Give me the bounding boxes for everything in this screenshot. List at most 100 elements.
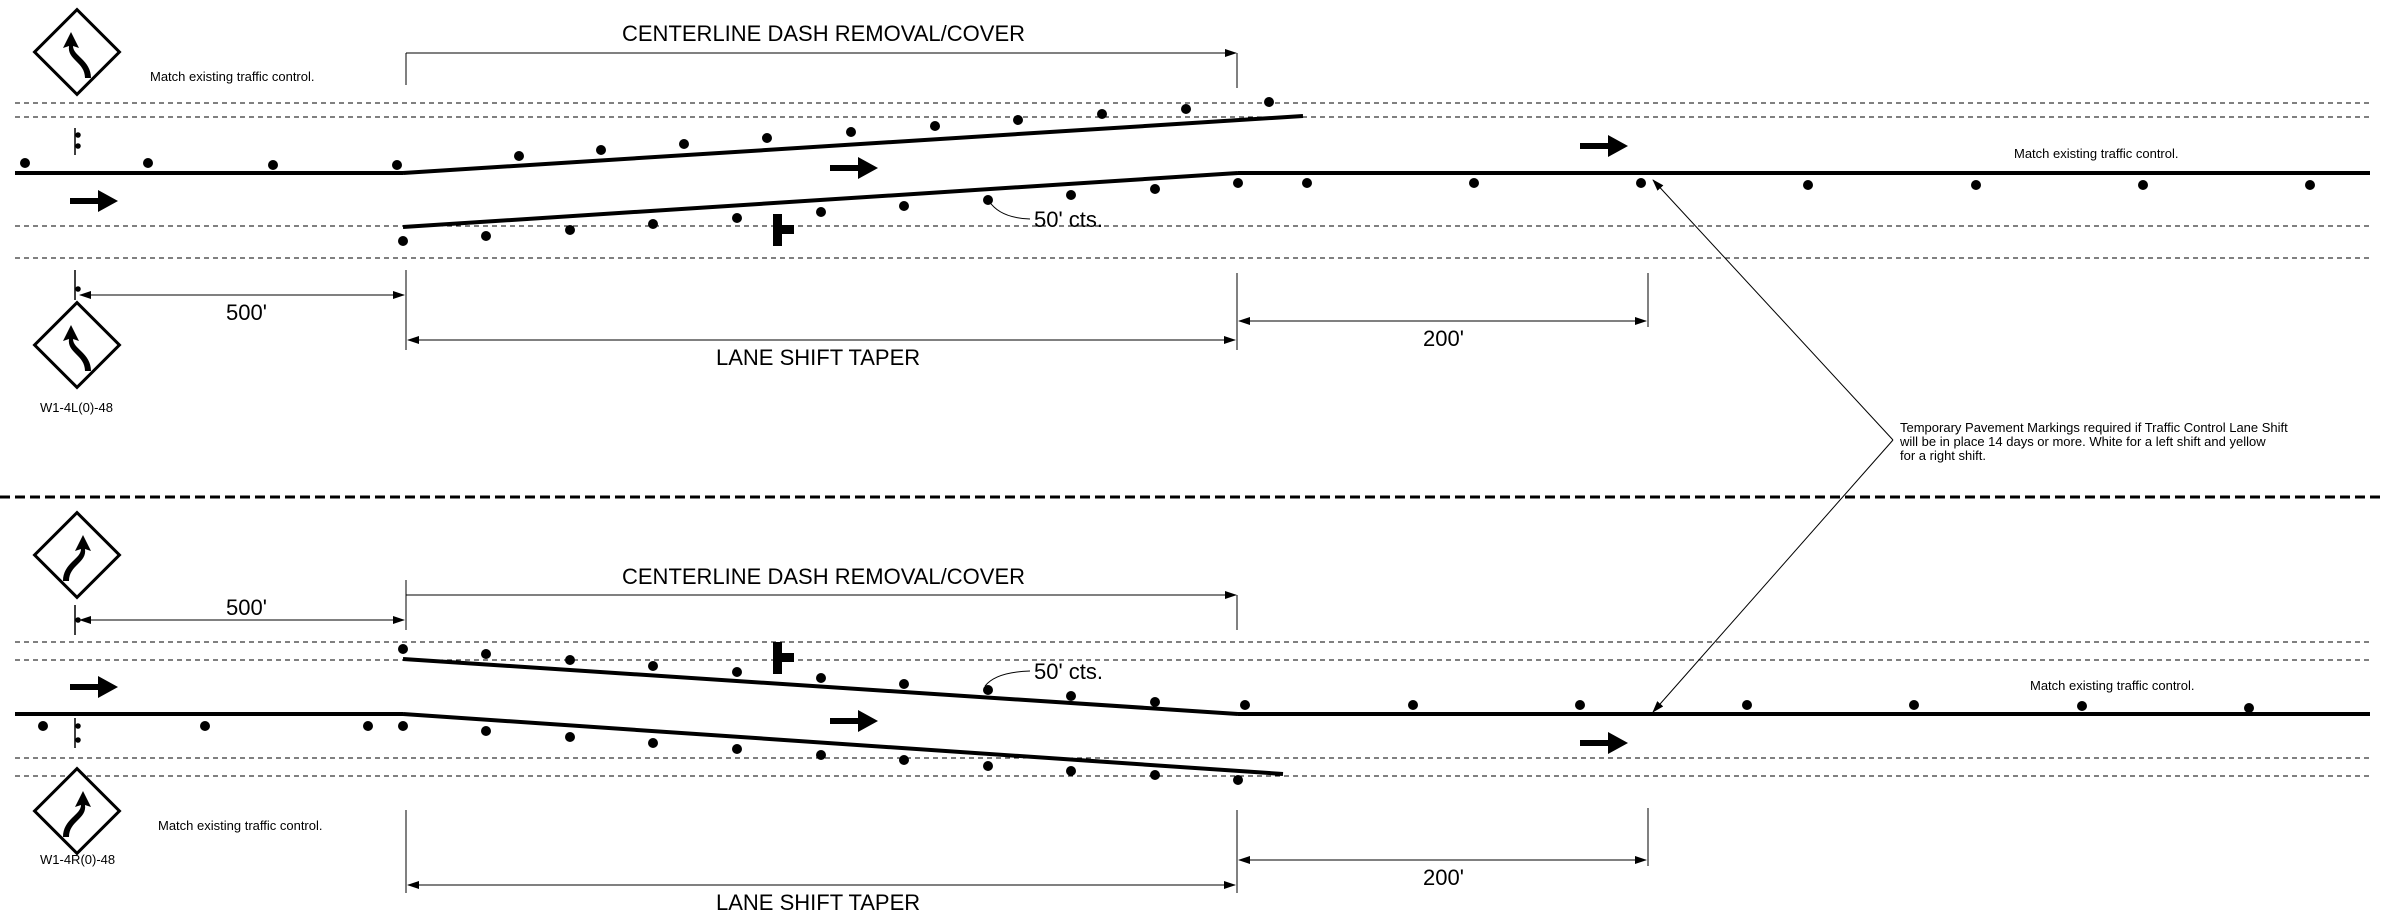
traffic-arrow-icon bbox=[70, 676, 118, 698]
drum bbox=[648, 661, 658, 671]
drum bbox=[1469, 178, 1479, 188]
drum bbox=[481, 231, 491, 241]
drum bbox=[1803, 180, 1813, 190]
drum bbox=[732, 213, 742, 223]
drum bbox=[899, 755, 909, 765]
drum bbox=[1097, 109, 1107, 119]
drum bbox=[2138, 180, 2148, 190]
note-leader bbox=[1652, 439, 1894, 713]
traffic-arrow-icon bbox=[1580, 732, 1628, 754]
drum bbox=[2244, 703, 2254, 713]
temp-note-line: will be in place 14 days or more. White … bbox=[1899, 434, 2266, 449]
drum bbox=[1636, 178, 1646, 188]
drum bbox=[1013, 115, 1023, 125]
bottom-diagram: CENTERLINE DASH REMOVAL/COVER Match exis… bbox=[15, 510, 2370, 915]
drum bbox=[816, 750, 826, 760]
drum bbox=[398, 721, 408, 731]
traffic-arrow-icon bbox=[70, 190, 118, 212]
spacing-leader bbox=[984, 670, 1031, 687]
spacing-leader bbox=[988, 200, 1031, 220]
drum bbox=[392, 160, 402, 170]
temp-note-line: for a right shift. bbox=[1900, 448, 1986, 463]
drum bbox=[398, 644, 408, 654]
note-leader bbox=[1652, 179, 1894, 441]
drum bbox=[565, 732, 575, 742]
drum bbox=[1150, 770, 1160, 780]
drum bbox=[1302, 178, 1312, 188]
drum bbox=[200, 721, 210, 731]
drum bbox=[2077, 701, 2087, 711]
drum bbox=[398, 236, 408, 246]
temp-marking-note: Temporary Pavement Markings required if … bbox=[1652, 179, 2288, 713]
drum bbox=[1742, 700, 1752, 710]
drum bbox=[983, 761, 993, 771]
drum bbox=[899, 679, 909, 689]
distance-200-label: 200' bbox=[1423, 865, 1464, 890]
sign-code: W1-4R(0)-48 bbox=[40, 852, 115, 867]
traffic-arrow-icon bbox=[1580, 135, 1628, 157]
drum bbox=[38, 721, 48, 731]
reverse-curve-right-sign-icon bbox=[32, 510, 122, 600]
drum bbox=[930, 121, 940, 131]
drum bbox=[816, 673, 826, 683]
reverse-curve-left-sign-icon bbox=[32, 300, 122, 390]
drum bbox=[648, 219, 658, 229]
drum bbox=[2305, 180, 2315, 190]
distance-200-label: 200' bbox=[1423, 326, 1464, 351]
drum bbox=[762, 133, 772, 143]
drum bbox=[983, 195, 993, 205]
note-match-existing-right: Match existing traffic control. bbox=[2030, 678, 2195, 693]
taper-line-lower bbox=[402, 171, 1239, 229]
arrow-board-icon bbox=[773, 214, 794, 246]
arrow-board-icon bbox=[773, 642, 794, 674]
taper-line-upper bbox=[402, 114, 1304, 175]
dimension-lines bbox=[79, 270, 1649, 350]
drum bbox=[481, 649, 491, 659]
drum bbox=[846, 127, 856, 137]
drum bbox=[481, 726, 491, 736]
note-match-existing-left: Match existing traffic control. bbox=[150, 69, 315, 84]
drum bbox=[565, 655, 575, 665]
drum bbox=[1971, 180, 1981, 190]
drum bbox=[1150, 697, 1160, 707]
drum bbox=[1264, 97, 1274, 107]
traffic-arrow-icon bbox=[830, 157, 878, 179]
drum bbox=[565, 225, 575, 235]
distance-500-label: 500' bbox=[226, 300, 267, 325]
drum bbox=[1150, 184, 1160, 194]
title-dimension bbox=[405, 591, 1238, 630]
drum bbox=[1066, 190, 1076, 200]
taper-line-upper bbox=[402, 657, 1239, 716]
drum bbox=[1408, 700, 1418, 710]
distance-500-label: 500' bbox=[226, 595, 267, 620]
drum bbox=[732, 744, 742, 754]
reverse-curve-left-sign-icon bbox=[32, 7, 122, 97]
top-diagram: CENTERLINE DASH REMOVAL/COVER Match exis… bbox=[15, 7, 2370, 415]
drum bbox=[1233, 178, 1243, 188]
drum bbox=[1233, 775, 1243, 785]
sign-post-icon bbox=[74, 605, 81, 748]
drum bbox=[679, 139, 689, 149]
dimension-lines bbox=[79, 580, 1649, 893]
drum bbox=[363, 721, 373, 731]
drums-top bbox=[20, 97, 2315, 246]
sign-code: W1-4L(0)-48 bbox=[40, 400, 113, 415]
reverse-curve-right-sign-icon bbox=[32, 766, 122, 856]
spacing-label: 50' cts. bbox=[1034, 207, 1103, 232]
note-match-existing-right: Match existing traffic control. bbox=[2014, 146, 2179, 161]
drum bbox=[1909, 700, 1919, 710]
section-title: CENTERLINE DASH REMOVAL/COVER bbox=[622, 21, 1025, 46]
drum bbox=[732, 667, 742, 677]
sign-post-icon bbox=[74, 128, 81, 300]
taper-line-lower bbox=[402, 712, 1284, 776]
drum bbox=[596, 145, 606, 155]
drum bbox=[1575, 700, 1585, 710]
drum bbox=[20, 158, 30, 168]
drums-bottom bbox=[38, 644, 2254, 785]
drum bbox=[1181, 104, 1191, 114]
drum bbox=[1240, 700, 1250, 710]
drum bbox=[268, 160, 278, 170]
drum bbox=[1066, 766, 1076, 776]
traffic-arrow-icon bbox=[830, 710, 878, 732]
